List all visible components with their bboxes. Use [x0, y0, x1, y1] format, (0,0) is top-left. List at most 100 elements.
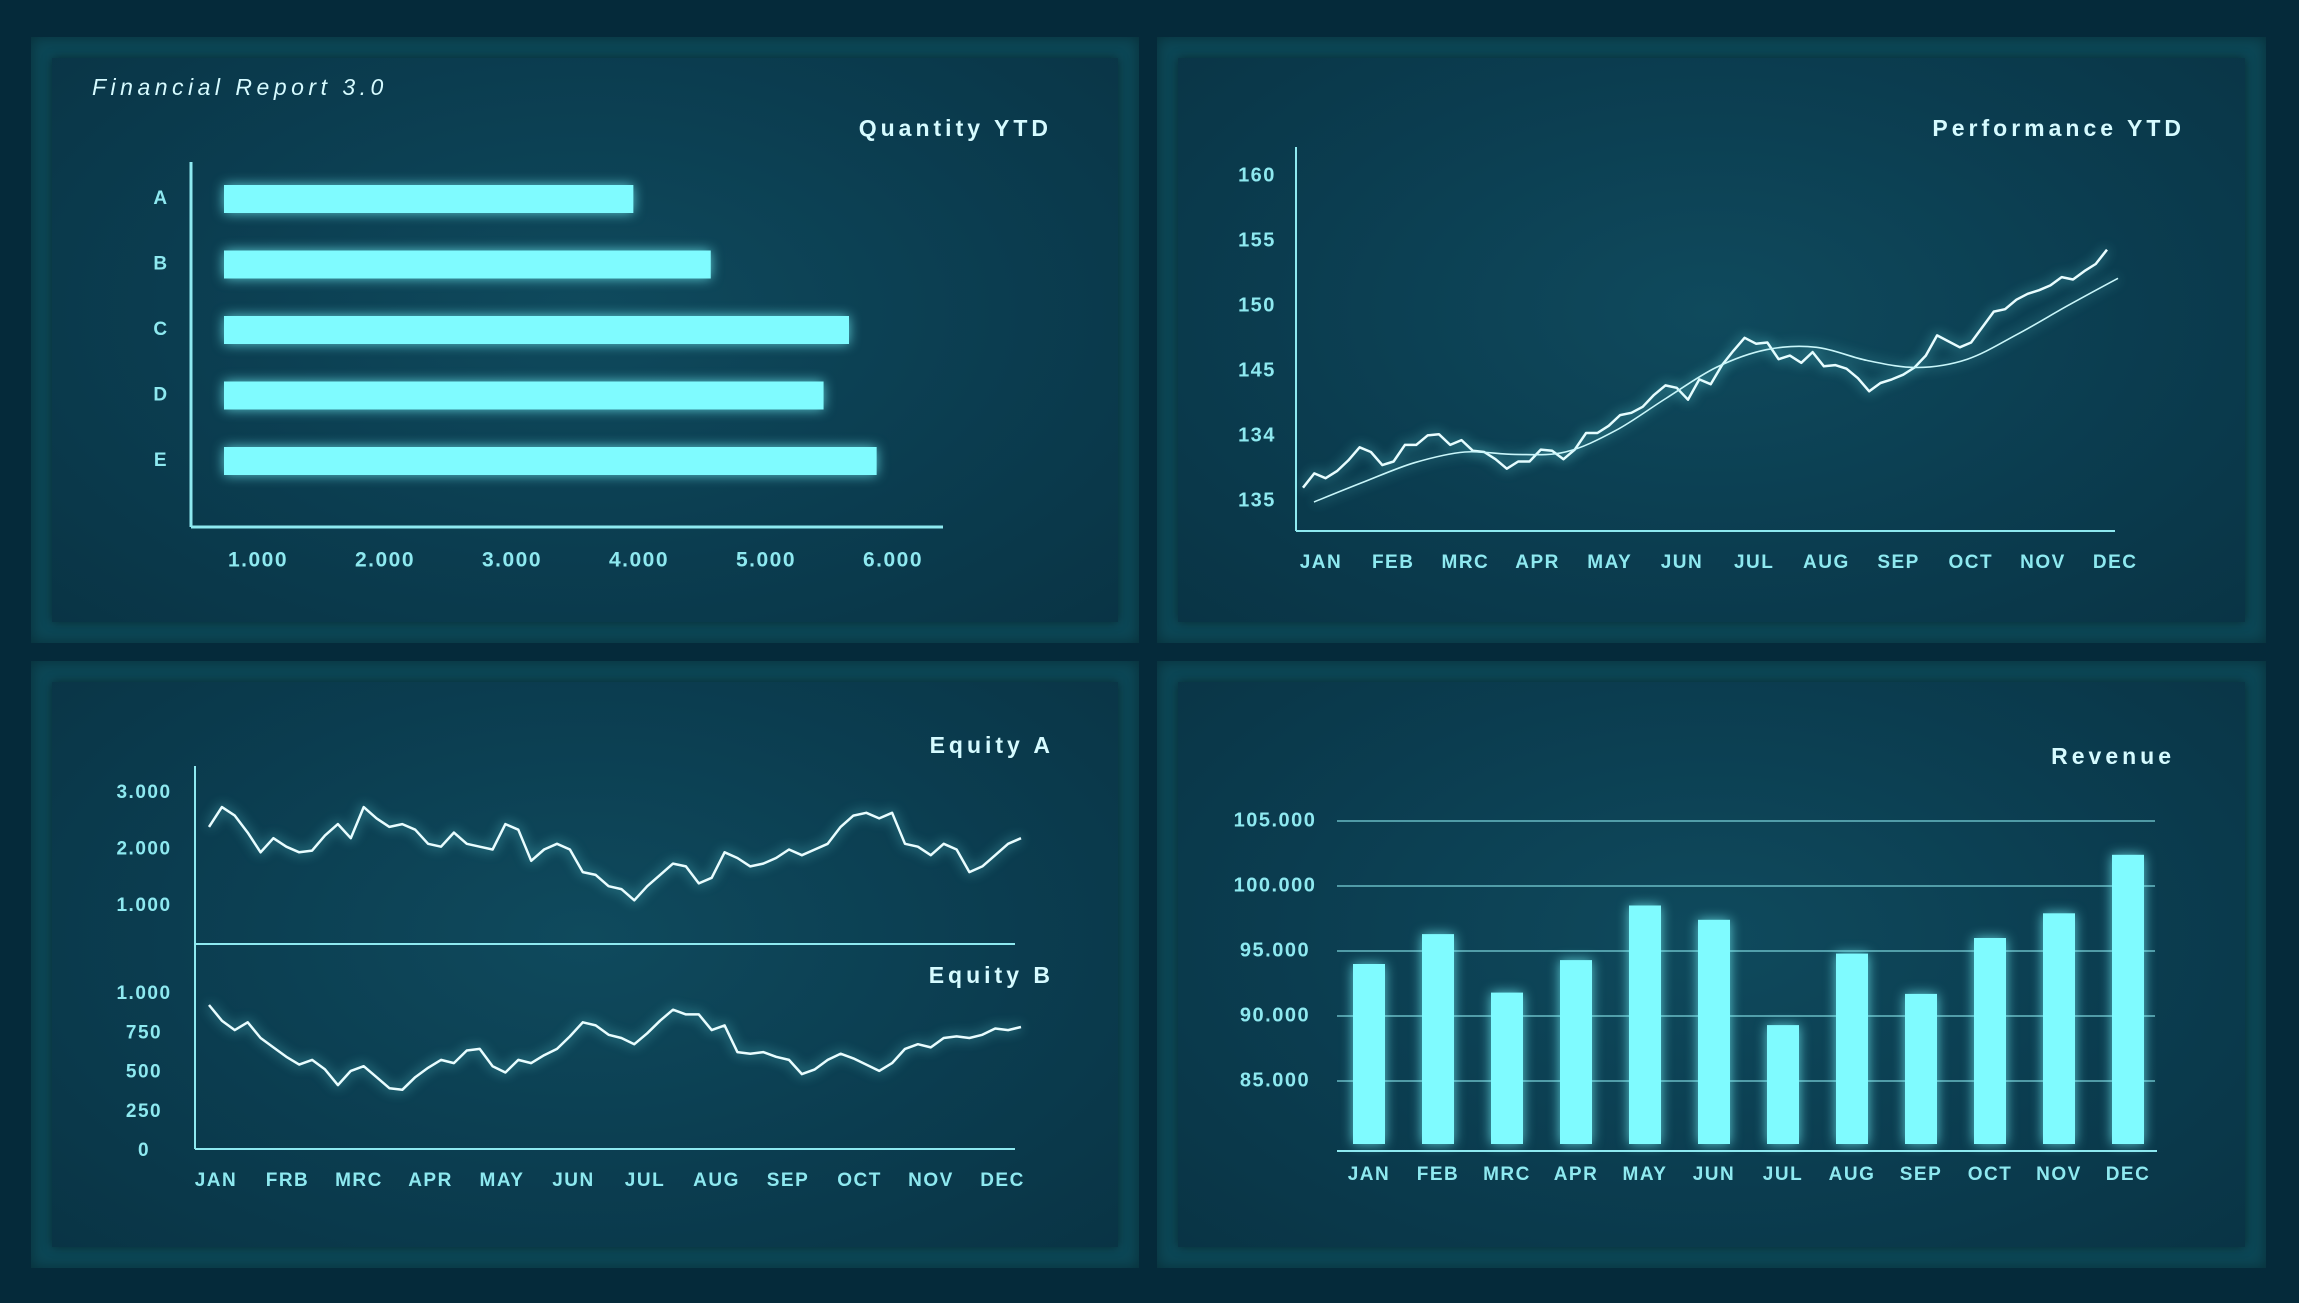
- revenue-x-tick: SEP: [1900, 1164, 1943, 1185]
- revenue-y-tick: 105.000: [1234, 809, 1317, 831]
- revenue-x-tick: DEC: [2106, 1164, 2151, 1185]
- revenue-x-tick: FEB: [1417, 1164, 1460, 1185]
- performance-y-tick: 145: [1238, 359, 1276, 381]
- performance-x-tick: SEP: [1877, 552, 1920, 573]
- revenue-x-tick: AUG: [1829, 1164, 1876, 1185]
- revenue-x-tick: MRC: [1483, 1164, 1531, 1185]
- performance-panel: [1157, 37, 2266, 643]
- equity-a-series-line: [207, 805, 1022, 902]
- quantity-bar: [224, 185, 634, 213]
- performance-series-line: [1302, 248, 2108, 489]
- revenue-y-tick: 85.000: [1240, 1069, 1310, 1091]
- equity-x-tick: APR: [408, 1170, 453, 1191]
- equity-b-y-tick: 750: [126, 1022, 162, 1043]
- revenue-bar: [1629, 905, 1661, 1144]
- performance-x-tick: JAN: [1300, 552, 1343, 573]
- quantity-ytd-chart: Quantity YTD A B C D E 1.000 2.000 3.000 4.000 5.0…: [153, 115, 1052, 572]
- quantity-title: Quantity YTD: [859, 115, 1052, 141]
- performance-x-tick: JUL: [1734, 552, 1774, 573]
- quantity-x-tick: 5.000: [736, 549, 796, 572]
- performance-x-tick: NOV: [2020, 552, 2066, 573]
- equity-x-tick: NOV: [908, 1170, 954, 1191]
- report-title: Financial Report 3.0: [92, 74, 388, 100]
- performance-x-tick: DEC: [2093, 552, 2138, 573]
- revenue-bar: [1698, 919, 1730, 1144]
- revenue-bar: [1491, 992, 1523, 1144]
- performance-x-tick: AUG: [1803, 552, 1850, 573]
- quantity-x-tick: 4.000: [609, 549, 669, 572]
- revenue-bar: [1905, 993, 1937, 1144]
- performance-x-tick: FEB: [1372, 552, 1415, 573]
- revenue-bar: [2112, 854, 2144, 1144]
- revenue-y-tick: 90.000: [1240, 1004, 1310, 1026]
- quantity-bar: [224, 250, 711, 279]
- revenue-x-tick: OCT: [1968, 1164, 2013, 1185]
- equity-x-tick: FRB: [266, 1170, 310, 1191]
- performance-y-tick: 160: [1238, 164, 1276, 186]
- revenue-y-tick: 95.000: [1240, 939, 1310, 961]
- equity-x-tick: SEP: [767, 1170, 810, 1191]
- quantity-category-label: C: [153, 319, 168, 340]
- revenue-x-tick: NOV: [2036, 1164, 2082, 1185]
- quantity-category-label: B: [153, 254, 168, 275]
- equity-b-series-line: [208, 1004, 1022, 1092]
- quantity-bar: [224, 316, 849, 344]
- performance-x-tick: MRC: [1442, 552, 1490, 573]
- equity-chart: Equity A Equity B 3.000 2.000 1.000 1.000 750 5…: [116, 732, 1054, 1191]
- equity-a-title: Equity A: [930, 732, 1054, 758]
- revenue-bar: [1767, 1025, 1799, 1144]
- equity-x-tick: AUG: [693, 1170, 740, 1191]
- revenue-bar: [1974, 938, 2006, 1144]
- equity-x-tick: JUN: [552, 1170, 595, 1191]
- revenue-title: Revenue: [2051, 743, 2175, 769]
- quantity-category-label: E: [154, 450, 168, 471]
- equity-a-y-tick: 1.000: [116, 895, 171, 916]
- quantity-category-label: A: [153, 188, 168, 209]
- equity-b-y-tick: 1.000: [116, 983, 171, 1004]
- revenue-bar: [1560, 960, 1592, 1144]
- performance-x-tick: APR: [1515, 552, 1560, 573]
- revenue-y-tick: 100.000: [1234, 874, 1317, 896]
- quantity-x-tick: 2.000: [355, 549, 415, 572]
- equity-panel: [31, 661, 1139, 1268]
- revenue-x-tick: APR: [1554, 1164, 1599, 1185]
- equity-b-title: Equity B: [929, 962, 1054, 988]
- equity-x-tick: OCT: [837, 1170, 882, 1191]
- equity-b-y-tick: 250: [126, 1101, 162, 1122]
- quantity-bar: [224, 381, 824, 410]
- equity-panel-inner: [52, 682, 1118, 1247]
- equity-b-y-tick: 0: [138, 1140, 150, 1161]
- equity-x-tick: JAN: [195, 1170, 238, 1191]
- performance-y-tick: 135: [1238, 489, 1276, 511]
- quantity-x-tick: 1.000: [228, 549, 288, 572]
- revenue-chart: Revenue 105.000 100.000 95.000 90.000 85.000 J…: [1234, 743, 2175, 1185]
- equity-x-tick: JUL: [625, 1170, 665, 1191]
- performance-title: Performance YTD: [1932, 115, 2185, 141]
- quantity-x-tick: 3.000: [482, 549, 542, 572]
- quantity-category-label: D: [153, 385, 168, 406]
- revenue-bar: [1353, 964, 1385, 1144]
- equity-a-y-tick: 3.000: [116, 782, 171, 803]
- performance-panel-inner: [1178, 58, 2245, 622]
- revenue-x-tick: JUN: [1693, 1164, 1736, 1185]
- equity-x-tick: MRC: [335, 1170, 383, 1191]
- performance-y-tick: 134: [1238, 424, 1276, 446]
- quantity-bar: [224, 447, 877, 475]
- performance-trend-line: [1313, 277, 2119, 503]
- equity-x-tick: DEC: [980, 1170, 1025, 1191]
- revenue-x-tick: JUL: [1763, 1164, 1803, 1185]
- performance-ytd-chart: Performance YTD 160 155 150 145 134 135 JAN FEB M…: [1238, 115, 2185, 573]
- performance-y-tick: 150: [1238, 294, 1276, 316]
- revenue-x-tick: JAN: [1348, 1164, 1391, 1185]
- revenue-bar: [1836, 953, 1868, 1144]
- equity-b-y-tick: 500: [126, 1062, 162, 1083]
- performance-x-tick: MAY: [1587, 552, 1632, 573]
- equity-a-y-tick: 2.000: [116, 839, 171, 860]
- revenue-x-tick: MAY: [1623, 1164, 1668, 1185]
- performance-x-tick: JUN: [1661, 552, 1704, 573]
- quantity-x-tick: 6.000: [863, 549, 923, 572]
- performance-x-tick: OCT: [1948, 552, 1993, 573]
- revenue-bar: [2043, 913, 2075, 1144]
- performance-y-tick: 155: [1238, 229, 1276, 251]
- revenue-bar: [1422, 934, 1454, 1144]
